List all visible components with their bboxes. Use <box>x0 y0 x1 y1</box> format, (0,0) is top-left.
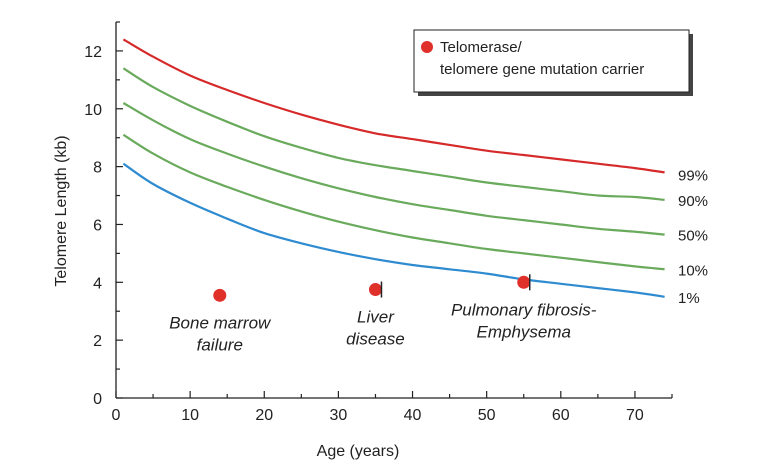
x-tick-label: 30 <box>330 407 348 424</box>
series-line-5 <box>122 162 665 298</box>
y-tick-label: 0 <box>93 391 102 408</box>
legend: Telomerase/ telomere gene mutation carri… <box>413 29 693 96</box>
x-tick-label: 10 <box>181 407 199 424</box>
carrier-point <box>213 288 227 302</box>
mutation-carrier-points: Bone marrow failure Liver disease Pulmonary … <box>169 274 597 354</box>
series-label: 99% <box>678 167 708 184</box>
percentile-labels: 99% 90% 50% 10% 1% <box>678 167 708 306</box>
y-tick-label: 10 <box>84 102 102 119</box>
y-tick-label: 12 <box>84 44 102 61</box>
point-annotation: Emphysema <box>476 322 570 341</box>
series-label: 90% <box>678 193 708 210</box>
y-axis-label: Telomere Length (kb) <box>53 135 70 286</box>
legend-box <box>413 29 690 93</box>
series-line-4 <box>122 133 665 271</box>
carrier-point <box>368 283 382 297</box>
x-tick-label: 70 <box>626 407 644 424</box>
point-annotation: failure <box>197 335 243 354</box>
x-tick-label: 20 <box>255 407 273 424</box>
y-tick-label: 2 <box>93 333 102 350</box>
y-tick-label: 6 <box>93 217 102 234</box>
x-tick-label: 60 <box>552 407 570 424</box>
series-line-3 <box>122 102 665 236</box>
point-annotation: Bone marrow <box>169 313 272 332</box>
series-line-1 <box>122 38 665 174</box>
point-annotation: disease <box>346 330 405 349</box>
series-label: 50% <box>678 228 708 245</box>
legend-text-line-2: telomere gene mutation carrier <box>440 61 644 78</box>
x-tick-label: 50 <box>478 407 496 424</box>
series-line-2 <box>122 67 665 201</box>
series-label: 1% <box>678 290 700 307</box>
carrier-point <box>517 275 531 289</box>
x-tick-label: 40 <box>404 407 422 424</box>
percentile-curves <box>122 38 665 298</box>
y-ticks: 0 2 4 6 8 10 12 <box>84 21 123 408</box>
x-tick-label: 0 <box>112 407 121 424</box>
series-label: 10% <box>678 262 708 279</box>
y-tick-label: 8 <box>93 160 102 177</box>
point-annotation: Liver <box>357 308 395 327</box>
point-annotation: Pulmonary fibrosis- <box>451 300 597 319</box>
legend-text-line-1: Telomerase/ <box>440 39 523 56</box>
y-tick-label: 4 <box>93 275 102 292</box>
x-ticks: 0 10 20 30 40 50 60 70 <box>112 391 673 424</box>
legend-marker <box>421 41 433 53</box>
x-axis-label: Age (years) <box>317 443 400 460</box>
